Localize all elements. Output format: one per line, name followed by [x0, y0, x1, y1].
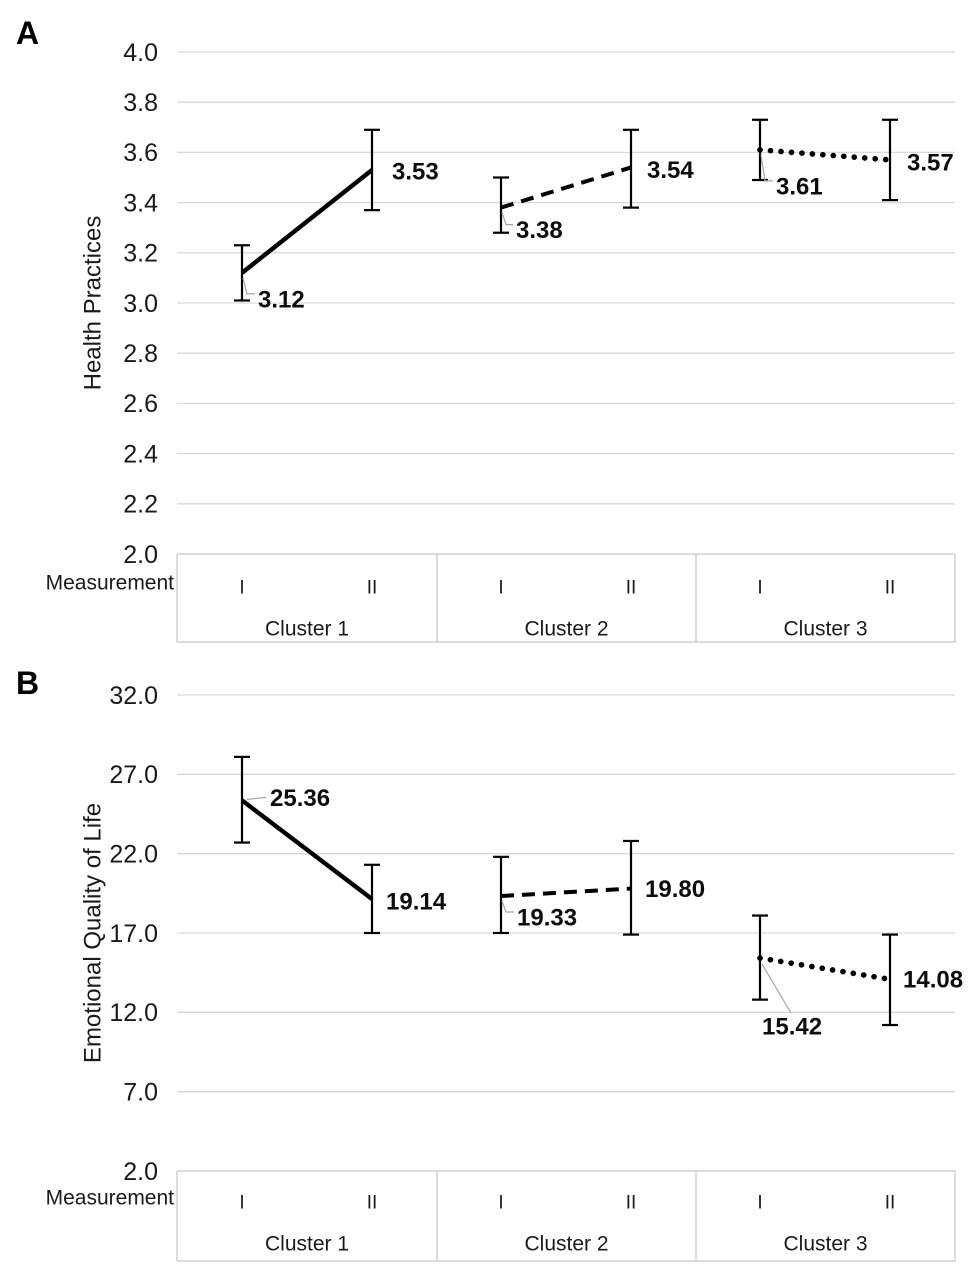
cluster-group-label: Cluster 2 [524, 617, 608, 640]
data-point-label: 15.42 [762, 1013, 822, 1040]
y-tick-label: 22.0 [109, 840, 158, 868]
data-point-label: 25.36 [270, 785, 330, 812]
y-tick-label: 3.4 [123, 189, 158, 217]
y-tick-label: 2.0 [123, 541, 158, 569]
series-line-cluster-2 [500, 886, 632, 899]
cluster-group-label: Cluster 1 [265, 1232, 349, 1255]
panel-letter: B [16, 665, 39, 701]
label-leader-line [501, 900, 514, 913]
y-axis-title: Health Practices [79, 216, 106, 391]
measurement-tick-label: II [626, 1193, 637, 1214]
y-tick-label: 3.8 [123, 89, 158, 117]
panel-letter: A [16, 15, 39, 51]
y-tick-label: 32.0 [109, 682, 158, 710]
series-line-cluster-1 [240, 168, 374, 275]
panel-a-chart: 4.0 3.8 3.6 3.4 3.2 3.0 2.8 2.6 2.4 2.2 2.0Measure… [16, 15, 956, 643]
series-line-cluster-3 [757, 955, 893, 983]
y-tick-label: 4.0 [123, 39, 158, 67]
y-tick-label: 7.0 [123, 1078, 158, 1106]
data-point-label: 19.33 [517, 904, 577, 931]
measurement-tick-label: II [885, 578, 896, 599]
y-tick-label: 3.0 [123, 290, 158, 318]
data-point-label: 3.61 [776, 173, 823, 200]
cluster-group-label: Cluster 3 [783, 617, 867, 640]
label-leader-line [760, 154, 773, 182]
cluster-group-label: Cluster 2 [524, 1232, 608, 1255]
data-point-label: 3.12 [258, 286, 305, 313]
measurement-tick-label: II [885, 1193, 896, 1214]
y-axis-title: Emotional Quality of Life [79, 803, 106, 1063]
data-point-label: 3.38 [516, 217, 563, 244]
measurement-tick-label: I [239, 1193, 244, 1214]
series-line-cluster-1 [240, 798, 374, 901]
measurement-tick-label: II [367, 578, 378, 599]
y-tick-label: 2.0 [123, 1158, 158, 1186]
measurement-tick-label: I [498, 578, 503, 599]
y-tick-label: 2.6 [123, 390, 158, 418]
x-axis-title: Measurement [46, 571, 175, 594]
series-line-cluster-2 [500, 165, 632, 210]
y-tick-label: 12.0 [109, 999, 158, 1027]
data-point-label: 19.80 [645, 876, 705, 903]
y-tick-label: 27.0 [109, 761, 158, 789]
series-line-cluster-3 [757, 147, 893, 163]
measurement-tick-label: I [239, 578, 244, 599]
measurement-tick-label: II [367, 1193, 378, 1214]
cluster-group-label: Cluster 3 [783, 1232, 867, 1255]
y-tick-label: 3.2 [123, 240, 158, 268]
label-leader-line [242, 277, 255, 295]
y-tick-label: 2.8 [123, 340, 158, 368]
y-tick-label: 3.6 [123, 139, 158, 167]
data-point-label: 3.57 [907, 149, 954, 176]
data-point-label: 14.08 [903, 967, 963, 994]
cluster-group-label: Cluster 1 [265, 617, 349, 640]
y-tick-label: 17.0 [109, 920, 158, 948]
x-axis-title: Measurement [46, 1186, 175, 1209]
data-point-label: 3.53 [392, 158, 439, 185]
measurement-tick-label: II [626, 578, 637, 599]
data-point-label: 19.14 [386, 888, 447, 915]
y-tick-label: 2.2 [123, 491, 158, 519]
measurement-tick-label: I [757, 1193, 762, 1214]
label-leader-line [501, 212, 513, 226]
measurement-tick-label: I [757, 578, 762, 599]
label-leader-line [246, 796, 267, 800]
label-leader-line [761, 963, 792, 1014]
data-point-label: 3.54 [647, 157, 694, 184]
y-tick-label: 2.4 [123, 440, 158, 468]
measurement-tick-label: I [498, 1193, 503, 1214]
